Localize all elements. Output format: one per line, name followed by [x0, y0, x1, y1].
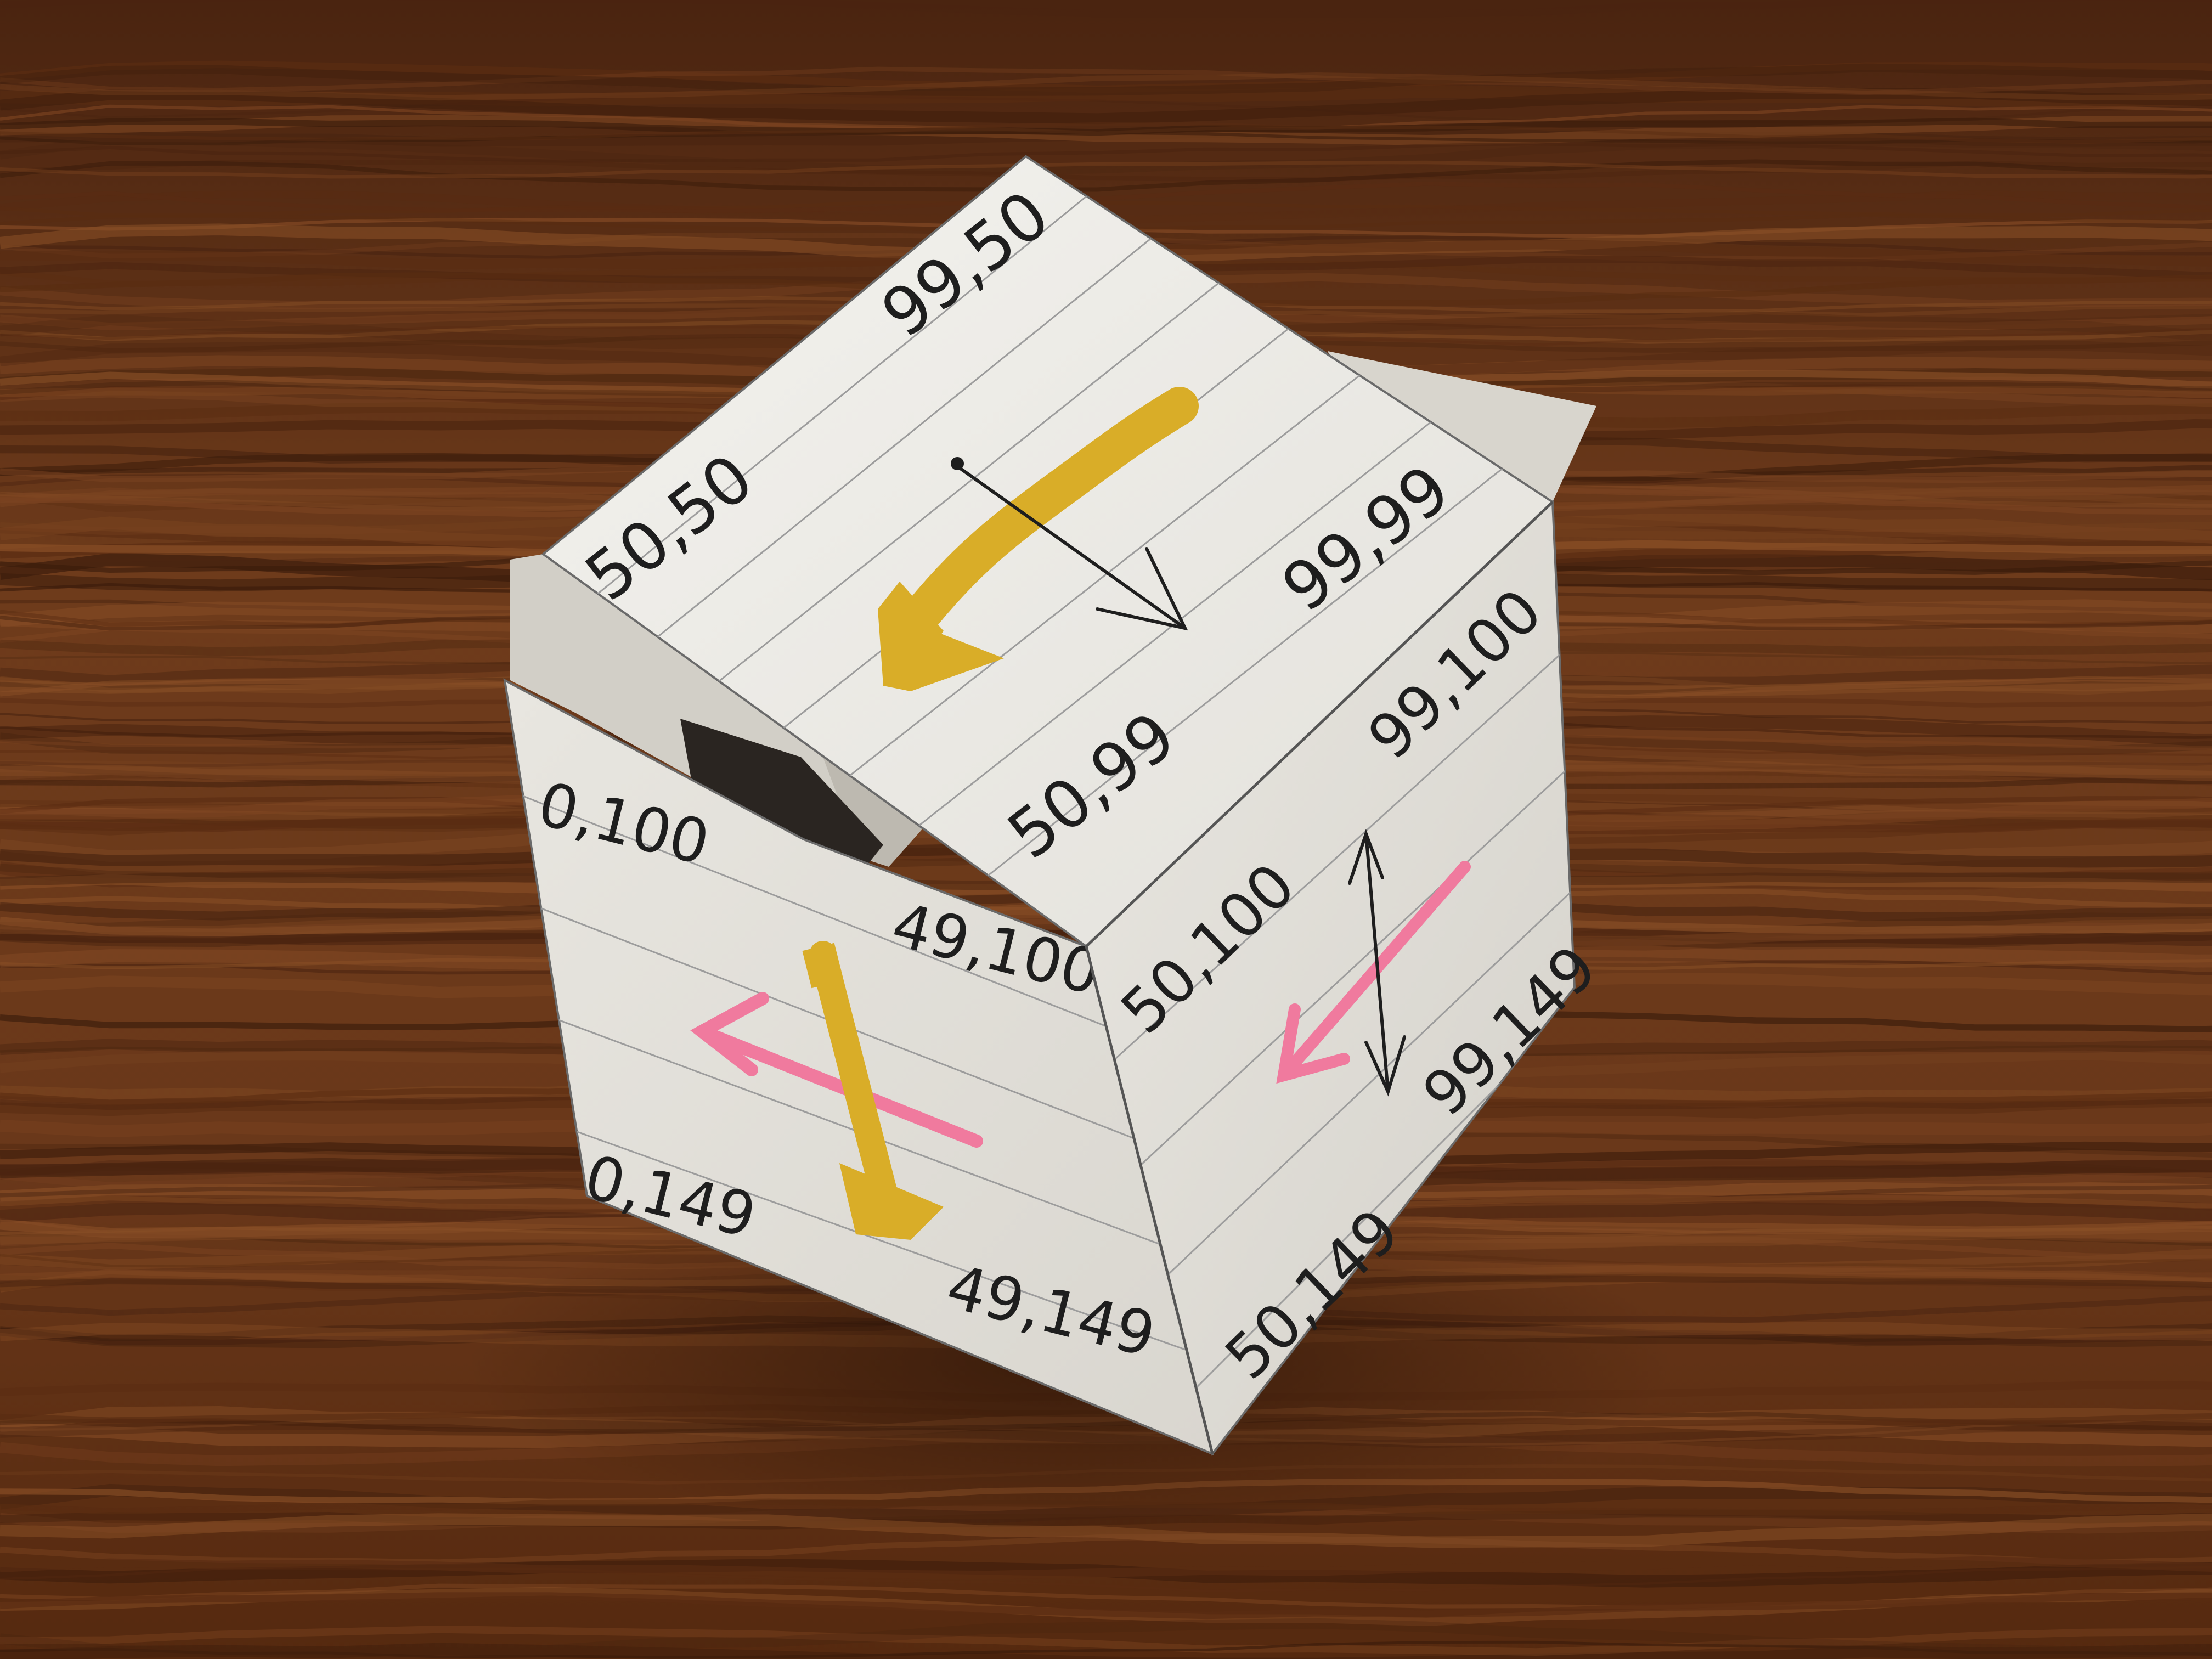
yellow-arrow	[878, 387, 1199, 691]
front-face: 0,100 49,100 0,149 49,149	[503, 678, 1214, 1456]
black-double-arrow	[1348, 829, 1406, 1097]
wood-grain-line	[0, 117, 2212, 136]
wood-grain-line	[0, 1618, 2212, 1659]
wood-grain-line	[0, 159, 2212, 192]
wood-grain-line	[0, 1592, 2212, 1620]
cube-edges	[1085, 501, 1554, 1454]
wood-grain-line	[0, 1626, 2212, 1656]
wood-grain-line	[0, 66, 2212, 95]
wood-grain-line	[0, 122, 2212, 144]
pink-arrow	[1276, 861, 1471, 1084]
wood-grain-line	[0, 181, 2212, 213]
wood-grain-line	[0, 60, 2212, 93]
pink-arrow	[690, 992, 983, 1148]
wood-grain-line	[0, 1556, 2212, 1579]
wood-grain-line	[0, 136, 2212, 175]
cube-opening	[680, 719, 883, 872]
wood-grain-line	[0, 218, 2212, 238]
wood-grain-line	[0, 84, 2212, 108]
wood-grain-line	[0, 0, 2212, 18]
wood-grain-line	[0, 72, 2212, 101]
wood-grain-line	[0, 160, 2212, 179]
wood-grain-line	[0, 200, 2212, 217]
front-face-ruled-lines	[505, 783, 1186, 1351]
wood-grain-line	[0, 1640, 2212, 1659]
wood-grain-line	[0, 88, 2212, 125]
wood-grain-line	[0, 213, 2212, 233]
wood-grain-line	[0, 190, 2212, 225]
top-face-ruled-lines	[592, 191, 1509, 912]
black-arrow	[951, 457, 1188, 631]
wood-grain-line	[0, 63, 2212, 97]
cube-back-flap	[1328, 351, 1596, 502]
yellow-arrow	[802, 941, 944, 1240]
wood-grain-line	[0, 142, 2212, 163]
wood-grain-line	[0, 1643, 2212, 1659]
